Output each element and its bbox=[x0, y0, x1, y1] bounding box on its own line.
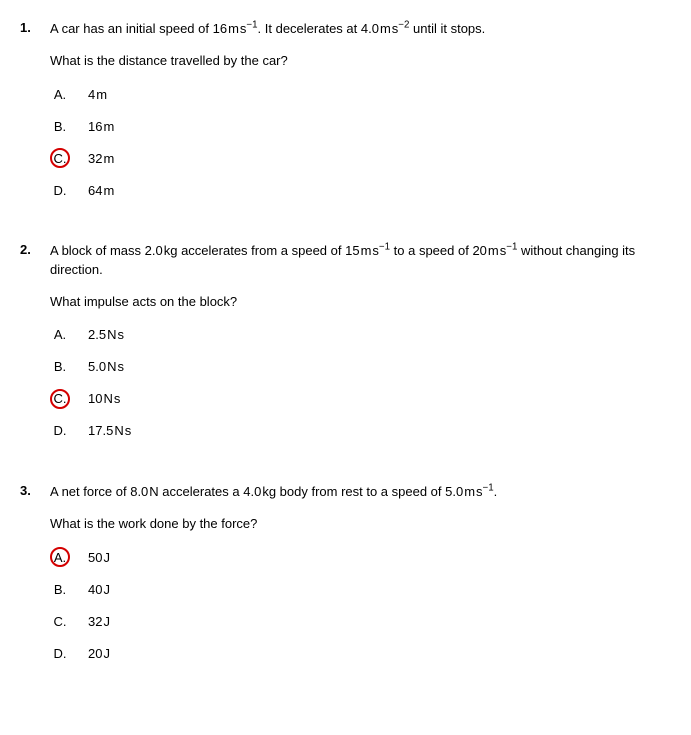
option: C. 32m bbox=[50, 148, 671, 168]
option-letter-wrap: A. bbox=[50, 547, 88, 567]
question-number: 3. bbox=[20, 483, 50, 675]
question-number: 1. bbox=[20, 20, 50, 212]
option-letter: B. bbox=[50, 579, 70, 599]
option: A. 2.5Ns bbox=[50, 325, 671, 345]
question-prompt: What is the distance travelled by the ca… bbox=[50, 52, 671, 70]
option-text: 20J bbox=[88, 646, 671, 661]
option-text: 4m bbox=[88, 87, 671, 102]
question: 1.A car has an initial speed of 16ms−1. … bbox=[20, 20, 671, 212]
options-list: A. 50J B. 40J C. 32J D. 20J bbox=[50, 547, 671, 663]
option-text: 50J bbox=[88, 550, 671, 565]
option: C. 32J bbox=[50, 611, 671, 631]
question-stem: A net force of 8.0N accelerates a 4.0kg … bbox=[50, 483, 671, 501]
option: D. 17.5Ns bbox=[50, 421, 671, 441]
option-text: 16m bbox=[88, 119, 671, 134]
question: 3.A net force of 8.0N accelerates a 4.0k… bbox=[20, 483, 671, 675]
option-text: 17.5Ns bbox=[88, 423, 671, 438]
option-text: 2.5Ns bbox=[88, 327, 671, 342]
option-letter: D. bbox=[50, 180, 70, 200]
option-letter-wrap: B. bbox=[50, 579, 88, 599]
option-letter-wrap: A. bbox=[50, 325, 88, 345]
option: C. 10Ns bbox=[50, 389, 671, 409]
option-text: 32J bbox=[88, 614, 671, 629]
question-body: A net force of 8.0N accelerates a 4.0kg … bbox=[50, 483, 671, 675]
option-letter-wrap: A. bbox=[50, 84, 88, 104]
option: B. 5.0Ns bbox=[50, 357, 671, 377]
option-letter-circled: C. bbox=[50, 148, 70, 168]
option-text: 64m bbox=[88, 183, 671, 198]
option-letter: D. bbox=[50, 643, 70, 663]
option-letter-circled: A. bbox=[50, 547, 70, 567]
option-letter-wrap: B. bbox=[50, 357, 88, 377]
question-prompt: What impulse acts on the block? bbox=[50, 293, 671, 311]
option-letter-wrap: C. bbox=[50, 148, 88, 168]
options-list: A. 4m B. 16m C. 32m D. 64m bbox=[50, 84, 671, 200]
option: D. 64m bbox=[50, 180, 671, 200]
question-stem: A car has an initial speed of 16ms−1. It… bbox=[50, 20, 671, 38]
option-letter: D. bbox=[50, 421, 70, 441]
option: A. 50J bbox=[50, 547, 671, 567]
option-text: 40J bbox=[88, 582, 671, 597]
question-stem: A block of mass 2.0kg accelerates from a… bbox=[50, 242, 671, 278]
option-letter-wrap: D. bbox=[50, 421, 88, 441]
question-number: 2. bbox=[20, 242, 50, 453]
question-body: A car has an initial speed of 16ms−1. It… bbox=[50, 20, 671, 212]
option-letter-wrap: D. bbox=[50, 643, 88, 663]
question-prompt: What is the work done by the force? bbox=[50, 515, 671, 533]
option: A. 4m bbox=[50, 84, 671, 104]
option-letter: C. bbox=[50, 611, 70, 631]
option-text: 5.0Ns bbox=[88, 359, 671, 374]
options-list: A. 2.5Ns B. 5.0Ns C. 10Ns D. 17.5Ns bbox=[50, 325, 671, 441]
option-text: 32m bbox=[88, 151, 671, 166]
option-letter-wrap: C. bbox=[50, 389, 88, 409]
option-letter-wrap: B. bbox=[50, 116, 88, 136]
option-letter-wrap: D. bbox=[50, 180, 88, 200]
option-letter: A. bbox=[50, 84, 70, 104]
option-letter-circled: C. bbox=[50, 389, 70, 409]
option-text: 10Ns bbox=[88, 391, 671, 406]
option: B. 40J bbox=[50, 579, 671, 599]
questions-list: 1.A car has an initial speed of 16ms−1. … bbox=[20, 20, 671, 675]
option-letter: A. bbox=[50, 325, 70, 345]
question-body: A block of mass 2.0kg accelerates from a… bbox=[50, 242, 671, 453]
question: 2.A block of mass 2.0kg accelerates from… bbox=[20, 242, 671, 453]
option-letter: B. bbox=[50, 357, 70, 377]
option: D. 20J bbox=[50, 643, 671, 663]
option-letter: B. bbox=[50, 116, 70, 136]
option-letter-wrap: C. bbox=[50, 611, 88, 631]
option: B. 16m bbox=[50, 116, 671, 136]
